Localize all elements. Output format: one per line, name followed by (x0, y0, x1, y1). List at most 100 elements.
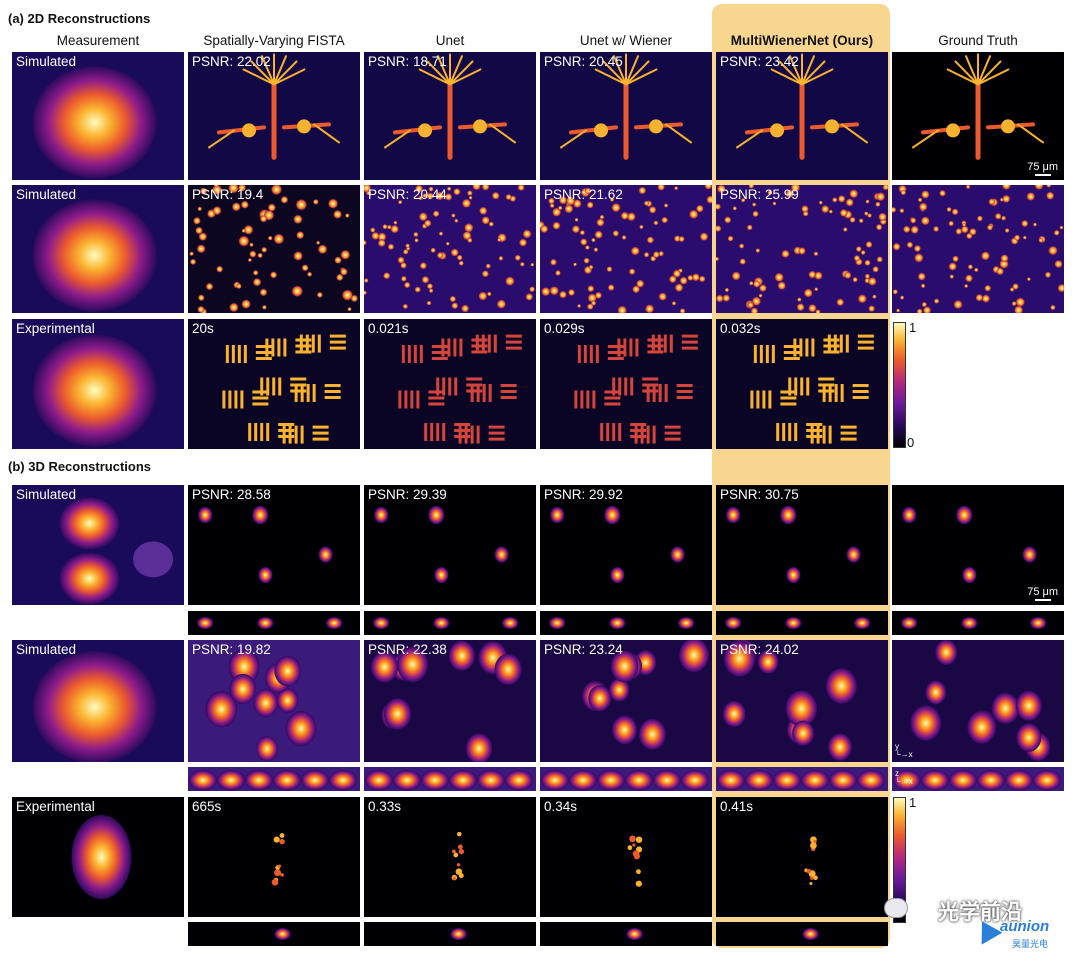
tile-r4-c4-image (540, 485, 712, 605)
metric-label: PSNR: 19.4 (192, 187, 264, 202)
tile-r1-c2-image (188, 52, 360, 180)
xz-strip-s2-c6: z └→x (892, 767, 1064, 791)
column-header-fista: Spatially-Varying FISTA (203, 33, 345, 48)
tile-r3-c5: 0.032s (716, 319, 888, 449)
tile-r2-c2: PSNR: 19.4 (188, 185, 360, 313)
tile-r3-c1: Experimental (12, 319, 184, 449)
tile-r2-c6-image (892, 185, 1064, 313)
tile-r3-c2: 20s (188, 319, 360, 449)
wechat-bubble-icon (884, 898, 908, 918)
metric-label: PSNR: 30.75 (720, 487, 799, 502)
tile-r2-c5-image (716, 185, 888, 313)
scale-bar: 75 μm (1027, 161, 1058, 176)
xz-strip-s1-c2-image (188, 611, 360, 635)
axis-z-label: z (895, 769, 899, 778)
xz-strip-s2-c5-image (716, 767, 888, 791)
tile-r1-c2: PSNR: 22.02 (188, 52, 360, 180)
axis-x-label: x (908, 750, 913, 759)
metric-label: 665s (192, 799, 222, 814)
column-header-ground-truth: Ground Truth (938, 33, 1018, 48)
tile-r6-c4-image (540, 797, 712, 917)
tile-r3-c4-image (540, 319, 712, 449)
metric-label: 0.41s (720, 799, 754, 814)
xz-strip-s3-c5 (716, 922, 888, 946)
tile-r1-c4-image (540, 52, 712, 180)
colorbar-2d-min: 0 (907, 435, 915, 450)
scale-bar-label: 75 μm (1027, 586, 1058, 598)
metric-label: PSNR: 22.38 (368, 642, 447, 657)
watermark-brand: aunion (1000, 918, 1050, 935)
tile-r5-c4: PSNR: 23.24 (540, 640, 712, 762)
xz-strip-s3-c2 (188, 922, 360, 946)
xz-strip-s3-c4-image (540, 922, 712, 946)
tile-r4-c6: 75 μm (892, 485, 1064, 605)
tile-r5-c3-image (364, 640, 536, 762)
tile-r4-c2-image (188, 485, 360, 605)
row-type-label: Simulated (16, 642, 77, 657)
metric-label: PSNR: 23.42 (720, 54, 799, 69)
axis-y-label: y (895, 742, 899, 751)
metric-label: 0.34s (544, 799, 578, 814)
tile-r2-c1-image (12, 185, 184, 313)
xz-strip-s2-c4-image (540, 767, 712, 791)
tile-r4-c3: PSNR: 29.39 (364, 485, 536, 605)
tile-r5-c1-image (12, 640, 184, 762)
scale-bar-line (1034, 174, 1051, 176)
metric-label: PSNR: 21.62 (544, 187, 623, 202)
scale-bar-line (1034, 599, 1051, 601)
watermark-text: 光学前沿 (938, 901, 1022, 924)
tile-r6-c3: 0.33s (364, 797, 536, 917)
tile-r4-c3-image (364, 485, 536, 605)
metric-label: PSNR: 20.45 (544, 54, 623, 69)
tile-r6-c5-image (716, 797, 888, 917)
xz-strip-s3-c3-image (364, 922, 536, 946)
tile-r1-c6: 75 μm (892, 52, 1064, 180)
row-type-label: Simulated (16, 54, 77, 69)
watermark-brand-sub: 昊量光电 (1012, 939, 1049, 949)
tile-r2-c3-image (364, 185, 536, 313)
tile-r6-c5: 0.41s (716, 797, 888, 917)
metric-label: PSNR: 24.02 (720, 642, 799, 657)
xz-strip-s2-c5 (716, 767, 888, 791)
tile-r2-c5: PSNR: 25.99 (716, 185, 888, 313)
metric-label: PSNR: 28.58 (192, 487, 271, 502)
scale-bar-label: 75 μm (1027, 161, 1058, 173)
tile-r1-c3: PSNR: 18.71 (364, 52, 536, 180)
tile-r2-c4: PSNR: 21.62 (540, 185, 712, 313)
tile-r3-c4: 0.029s (540, 319, 712, 449)
xz-strip-s3-c3 (364, 922, 536, 946)
tile-r3-c3-image (364, 319, 536, 449)
xy-axes-glyph: y └→x (895, 743, 913, 759)
axis-arrow: └→ (895, 777, 909, 786)
tile-r6-c1-image (12, 797, 184, 917)
metric-label: PSNR: 20.44 (368, 187, 447, 202)
section-title-3d: (b) 3D Reconstructions (8, 459, 152, 474)
tile-r4-c2: PSNR: 28.58 (188, 485, 360, 605)
tile-r1-c5: PSNR: 23.42 (716, 52, 888, 180)
metric-label: 0.029s (544, 321, 585, 336)
tile-r4-c1-image (12, 485, 184, 605)
tile-r6-c2-image (188, 797, 360, 917)
colorbar-2d (893, 322, 906, 448)
tile-r4-c1: Simulated (12, 485, 184, 605)
tile-r5-c6-image (892, 640, 1064, 762)
xz-strip-s2-c3-image (364, 767, 536, 791)
xz-strip-s2-c2 (188, 767, 360, 791)
axis-arrow: └→ (895, 750, 909, 759)
tile-r4-c4: PSNR: 29.92 (540, 485, 712, 605)
tile-r1-c4: PSNR: 20.45 (540, 52, 712, 180)
tile-r1-c5-image (716, 52, 888, 180)
tile-r5-c6: y └→x (892, 640, 1064, 762)
tile-r2-c4-image (540, 185, 712, 313)
xz-strip-s1-c4-image (540, 611, 712, 635)
xz-strip-s1-c5 (716, 611, 888, 635)
xz-strip-s1-c3 (364, 611, 536, 635)
xz-strip-s3-c4 (540, 922, 712, 946)
xz-strip-s2-c3 (364, 767, 536, 791)
xz-strip-s1-c2 (188, 611, 360, 635)
tile-r1-c1: Simulated (12, 52, 184, 180)
metric-label: 0.33s (368, 799, 402, 814)
tile-r2-c3: PSNR: 20.44 (364, 185, 536, 313)
section-title-2d: (a) 2D Reconstructions (8, 11, 151, 26)
tile-r5-c1: Simulated (12, 640, 184, 762)
